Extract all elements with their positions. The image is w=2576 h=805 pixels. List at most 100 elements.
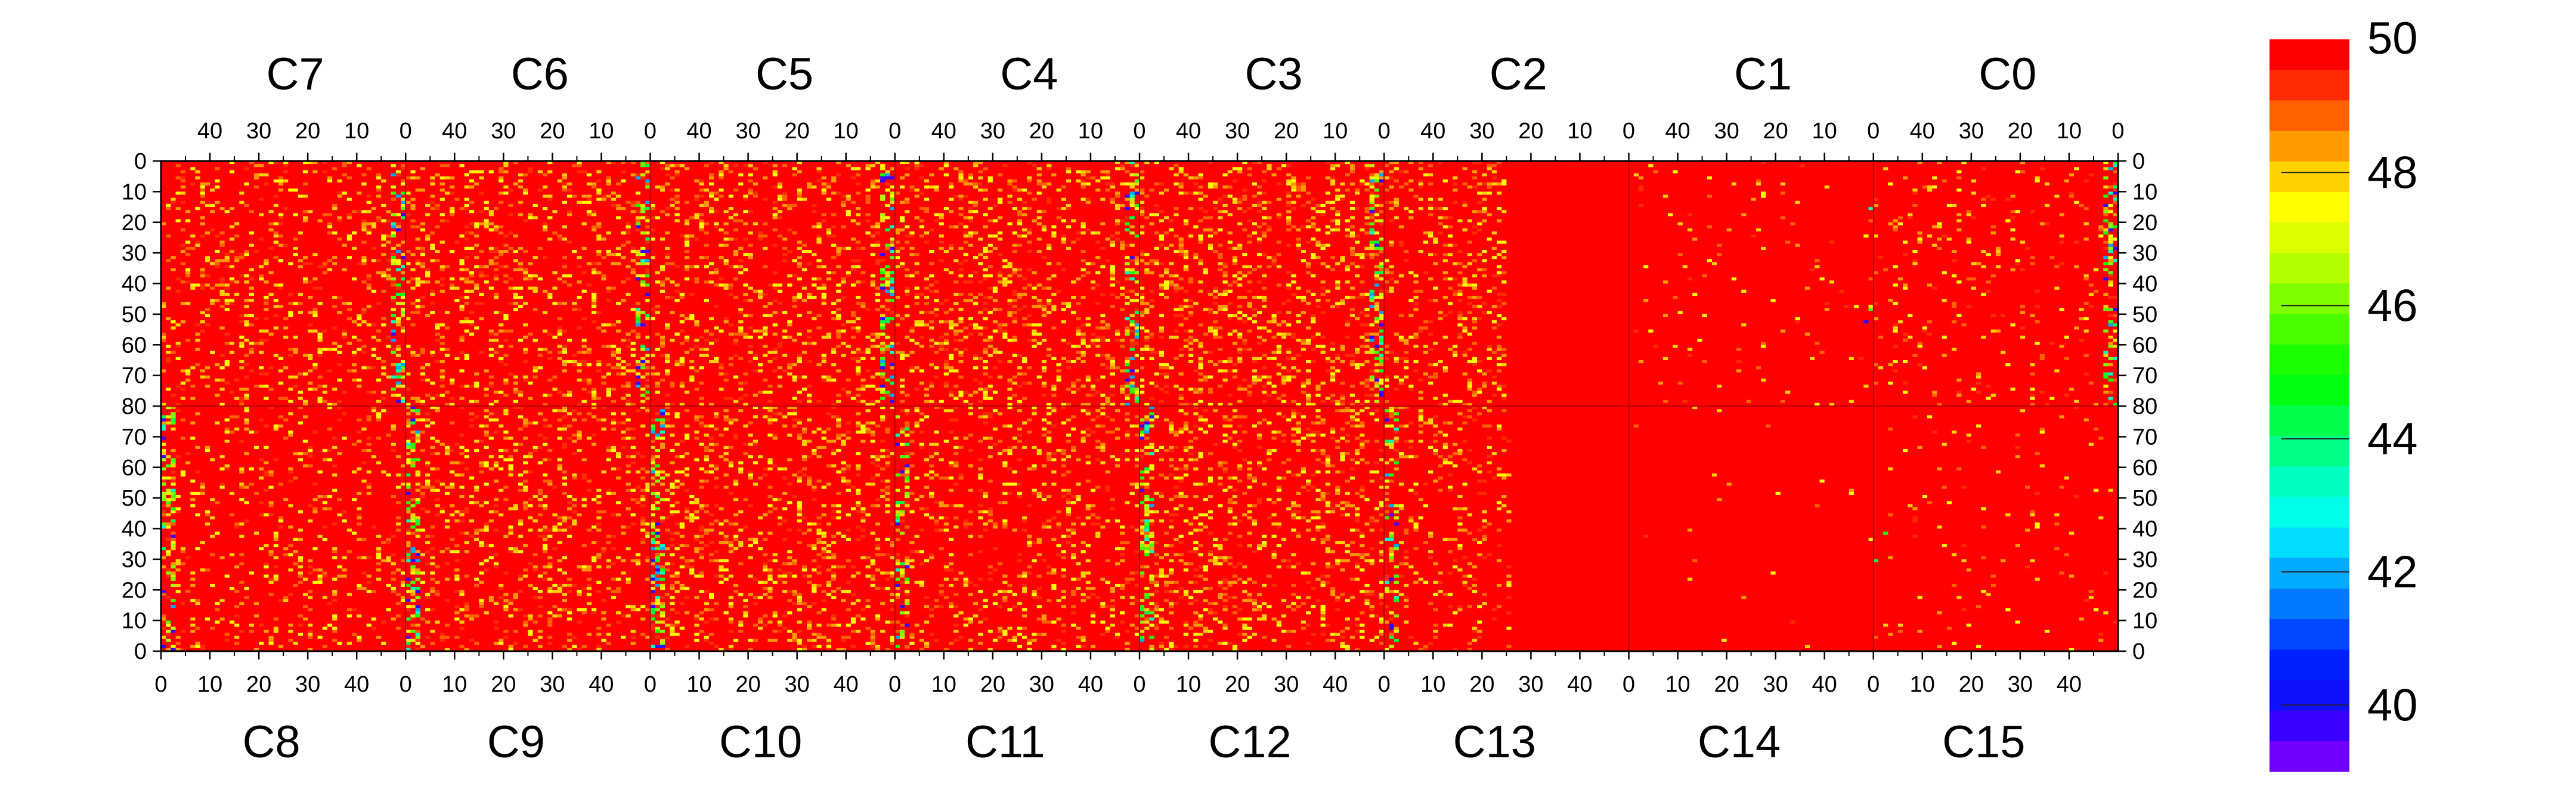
cell — [1154, 182, 1159, 186]
cell — [581, 360, 587, 364]
cell — [1379, 323, 1385, 327]
cell — [1320, 311, 1326, 314]
cell — [346, 308, 352, 311]
cell — [283, 161, 289, 165]
cell — [748, 326, 753, 330]
cell — [1736, 348, 1742, 351]
cell — [905, 161, 910, 165]
cell — [592, 185, 597, 189]
cell — [890, 271, 895, 275]
cell — [1349, 182, 1355, 186]
cell — [1286, 369, 1292, 373]
cell — [244, 314, 249, 318]
cell — [1002, 277, 1008, 281]
cell — [586, 381, 592, 385]
cell — [934, 308, 939, 311]
cell — [1305, 200, 1311, 204]
cell — [210, 203, 215, 208]
cell — [1815, 402, 1820, 406]
cell — [909, 329, 915, 333]
cell — [518, 296, 524, 299]
cell — [1888, 222, 1893, 225]
cell — [694, 280, 699, 284]
cell — [626, 338, 631, 342]
cell — [645, 161, 651, 165]
cell — [1007, 397, 1013, 400]
cell — [1369, 332, 1374, 336]
cell — [1051, 357, 1057, 360]
cell — [513, 234, 518, 238]
cell — [674, 219, 680, 222]
cell — [1325, 265, 1330, 268]
cell — [1012, 299, 1017, 302]
cell — [1140, 249, 1145, 253]
cell — [395, 400, 401, 403]
cell — [684, 351, 690, 354]
cell — [1071, 296, 1076, 299]
cell — [205, 283, 210, 287]
cell — [464, 302, 469, 305]
cell — [1873, 381, 1878, 385]
cell — [273, 283, 278, 287]
cell — [1462, 329, 1467, 333]
cell — [1320, 335, 1326, 339]
cell — [1374, 243, 1380, 247]
cell — [1912, 354, 1918, 357]
cell — [1369, 369, 1374, 373]
cell — [1873, 317, 1878, 321]
cell — [733, 164, 739, 168]
cell — [670, 402, 675, 406]
cell — [567, 213, 572, 216]
cell — [1340, 259, 1345, 262]
cell — [1262, 375, 1267, 379]
cell — [846, 246, 851, 250]
cell — [327, 213, 333, 216]
cell — [1164, 385, 1169, 388]
cell — [978, 253, 983, 256]
cell — [670, 296, 675, 299]
cell — [1404, 338, 1409, 342]
cell — [332, 305, 338, 308]
cell — [513, 375, 518, 379]
cell — [831, 243, 837, 247]
cell — [1472, 391, 1478, 394]
cell — [1360, 280, 1365, 284]
cell — [1355, 400, 1360, 403]
cell — [1198, 378, 1203, 382]
cell — [1140, 348, 1145, 351]
cell — [626, 228, 631, 232]
cell — [1149, 397, 1154, 400]
cell — [1438, 311, 1443, 314]
cell — [1129, 161, 1135, 165]
cell — [1105, 182, 1110, 186]
cell — [366, 222, 371, 225]
cell — [1325, 176, 1330, 179]
cell — [439, 176, 445, 179]
cell — [890, 200, 895, 204]
cell — [1467, 311, 1472, 314]
cell — [719, 277, 724, 281]
cell — [1761, 161, 1766, 165]
cell — [821, 354, 826, 357]
cell — [943, 320, 949, 324]
cell — [674, 173, 680, 177]
cell — [288, 375, 293, 379]
cell — [1134, 311, 1140, 314]
cell — [1335, 194, 1340, 198]
cell — [401, 326, 406, 330]
cell — [308, 323, 313, 327]
cell — [1496, 240, 1502, 244]
cell — [958, 329, 964, 333]
cell — [547, 296, 553, 299]
cell — [1114, 280, 1120, 284]
cell — [1408, 388, 1414, 391]
cell — [807, 335, 812, 339]
cell — [626, 265, 631, 268]
cell — [1125, 369, 1130, 373]
cell — [1384, 378, 1389, 382]
cell — [807, 296, 812, 299]
cell — [958, 320, 964, 324]
cell — [1090, 388, 1096, 391]
cell — [1183, 338, 1189, 342]
cell — [1305, 397, 1311, 400]
